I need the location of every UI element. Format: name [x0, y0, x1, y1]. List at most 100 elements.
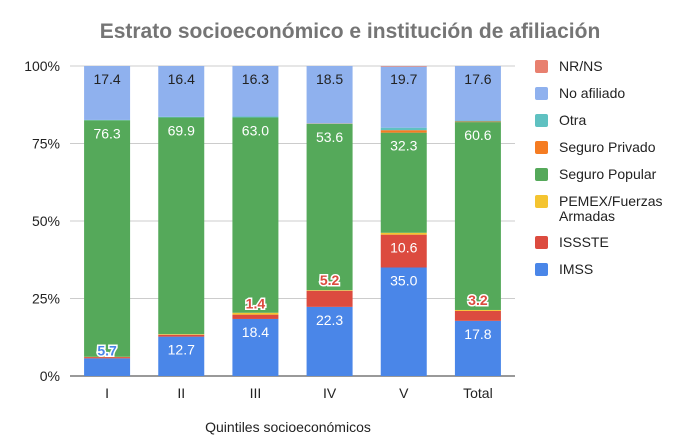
x-axis-ticks: I II III IV V Total — [105, 385, 493, 401]
x-tick-label: V — [399, 385, 409, 401]
legend-swatch — [535, 195, 548, 208]
data-label-imss: 18.4 — [242, 324, 269, 340]
legend-swatch — [535, 141, 548, 154]
y-tick-label: 75% — [32, 136, 60, 152]
legend-swatch — [535, 168, 548, 181]
bar-segment-pemex-fuerzas-armadas — [232, 312, 279, 315]
legend-label: Seguro Privado — [559, 139, 656, 155]
legend-swatch — [535, 236, 548, 249]
x-tick-label: IV — [323, 385, 337, 401]
bar-segment-seguro-popular — [232, 117, 279, 313]
legend-label: Otra — [559, 112, 586, 128]
x-tick-label: I — [105, 385, 109, 401]
legend-swatch — [535, 263, 548, 276]
bar-segment-otra — [158, 116, 205, 118]
data-label-seguro-popular: 69.9 — [168, 122, 195, 138]
legend-item-otra: Otra — [535, 112, 586, 128]
data-labels: 5.7 76.3 17.4 12.7 69.9 16.4 18.4 1.4 63.0 16.3 22… — [93, 71, 491, 360]
legend-label: IMSS — [559, 261, 593, 277]
bar-segment-no-afiliado — [158, 66, 205, 117]
bar-segment-seguro-popular — [158, 117, 205, 335]
bar-segment-seguro-privado — [454, 121, 501, 123]
bar-segment-seguro-popular — [306, 123, 353, 291]
x-axis-title: Quintiles socioeconómicos — [205, 419, 371, 435]
data-label-seguro-popular: 60.6 — [464, 127, 491, 143]
y-tick-label: 50% — [32, 213, 60, 229]
data-label-seguro-popular: 76.3 — [93, 125, 120, 141]
legend-swatch — [535, 87, 548, 100]
legend-item-nr-ns: NR/NS — [535, 58, 603, 74]
bar-segment-seguro-privado — [380, 130, 427, 133]
bar-segment-seguro-popular — [84, 120, 131, 357]
legend-item-seguro-privado: Seguro Privado — [535, 139, 656, 155]
legend-label: PEMEX/Fuerzas — [559, 193, 662, 209]
x-tick-label: III — [250, 385, 262, 401]
data-label-no-afiliado: 19.7 — [390, 71, 417, 87]
bar-segment-issste — [380, 234, 427, 268]
bar-segment-issste — [232, 314, 279, 319]
y-tick-label: 25% — [32, 291, 60, 307]
legend-label: Seguro Popular — [559, 166, 657, 182]
data-label-no-afiliado: 16.4 — [168, 71, 195, 87]
data-label-imss: 5.7 — [97, 342, 117, 358]
data-label-seguro-popular: 32.3 — [390, 138, 417, 154]
bar-segment-imss — [232, 318, 279, 376]
x-tick-label: Total — [463, 385, 493, 401]
bar-segment-issste — [84, 357, 131, 359]
bar-segment-otra — [454, 120, 501, 122]
data-label-seguro-popular: 53.6 — [316, 129, 343, 145]
bar-segment-seguro-popular — [380, 132, 427, 233]
bar-segment-pemex-fuerzas-armadas — [380, 232, 427, 235]
legend-label: NR/NS — [559, 58, 603, 74]
legend-item-no-afiliado: No afiliado — [535, 85, 625, 101]
legend-swatch — [535, 114, 548, 127]
legend-label: Armadas — [559, 208, 615, 224]
data-label-imss: 12.7 — [168, 342, 195, 358]
legend-label: No afiliado — [559, 85, 625, 101]
x-tick-label: II — [177, 385, 185, 401]
gridlines — [70, 65, 515, 377]
legend-item-imss: IMSS — [535, 261, 593, 277]
data-label-issste: 10.6 — [390, 240, 417, 256]
chart-title: Estrato socioeconómico e institución de … — [100, 20, 601, 43]
legend-item-issste: ISSSTE — [535, 234, 609, 250]
data-label-issste: 1.4 — [246, 296, 266, 312]
bar-segment-otra — [380, 127, 427, 131]
y-tick-label: 0% — [40, 368, 60, 384]
legend-item-seguro-popular: Seguro Popular — [535, 166, 657, 182]
legend: NR/NS No afiliado Otra Seguro Privado Seguro… — [535, 58, 662, 277]
data-label-imss: 17.8 — [464, 326, 491, 342]
data-label-seguro-popular: 63.0 — [242, 122, 269, 138]
bar-segment-imss — [306, 306, 353, 376]
bar-segment-pemex-fuerzas-armadas — [454, 309, 501, 311]
data-label-no-afiliado: 18.5 — [316, 71, 343, 87]
bar-segment-imss — [158, 336, 205, 376]
bar-segment-issste — [306, 290, 353, 307]
y-axis-ticks: 0% 25% 50% 75% 100% — [24, 58, 60, 384]
data-label-no-afiliado: 17.6 — [464, 71, 491, 87]
bar-segment-issste — [158, 334, 205, 337]
legend-swatch — [535, 60, 548, 73]
bar-segment-otra — [232, 116, 279, 118]
bar-segment-imss — [84, 358, 131, 376]
bar-segment-issste — [454, 310, 501, 321]
bar-segment-nr-ns — [380, 66, 427, 67]
bar-segment-imss — [380, 267, 427, 376]
bar-segment-no-afiliado — [380, 66, 427, 128]
bar-segment-seguro-popular — [454, 122, 501, 310]
data-label-imss: 35.0 — [390, 273, 417, 289]
data-label-imss: 22.3 — [316, 312, 343, 328]
data-label-issste: 5.2 — [320, 272, 340, 288]
y-tick-label: 100% — [24, 58, 60, 74]
bar-segment-pemex-fuerzas-armadas — [158, 334, 205, 335]
data-label-issste: 3.2 — [468, 292, 488, 308]
bar-segment-no-afiliado — [454, 66, 501, 121]
legend-label: ISSSTE — [559, 234, 609, 250]
bar-segment-no-afiliado — [232, 66, 279, 117]
data-label-no-afiliado: 17.4 — [93, 71, 120, 87]
bar-segment-no-afiliado — [84, 66, 131, 120]
bars — [84, 66, 501, 376]
